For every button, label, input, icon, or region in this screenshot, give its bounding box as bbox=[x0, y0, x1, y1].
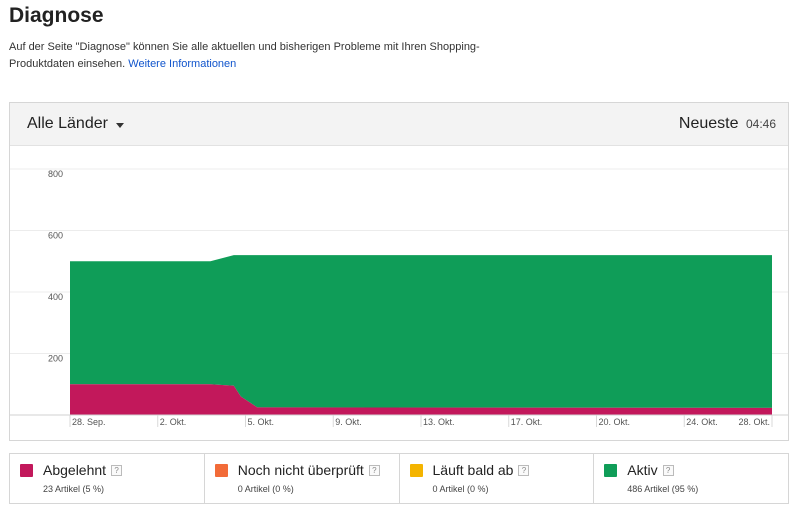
chart-card-header: Alle Länder Neueste 04:46 bbox=[10, 103, 788, 146]
more-info-link[interactable]: Weitere Informationen bbox=[128, 58, 237, 70]
y-tick-label: 400 bbox=[48, 292, 63, 302]
legend-count: 0 Artikel (0 %) bbox=[237, 484, 294, 494]
legend-count: 23 Artikel (5 %) bbox=[43, 484, 105, 494]
latest-update: Neueste 04:46 bbox=[679, 115, 776, 133]
help-icon[interactable]: ? bbox=[111, 464, 123, 476]
y-tick-label: 600 bbox=[48, 231, 63, 241]
legend-label: Abgelehnt bbox=[43, 462, 107, 478]
legend-label: Aktiv bbox=[627, 462, 658, 478]
expiring-swatch bbox=[409, 463, 423, 477]
x-tick-label: 28. Sep. bbox=[72, 417, 106, 427]
legend-item-pending[interactable]: Noch nicht überprüft ? 0 Artikel (0 %) bbox=[205, 454, 400, 503]
y-tick-label: 800 bbox=[48, 169, 63, 179]
chart-legend: Abgelehnt ? 23 Artikel (5 %) Noch nicht … bbox=[9, 453, 789, 504]
page-title: Diagnose bbox=[9, 4, 104, 27]
legend-item-expiring[interactable]: Läuft bald ab ? 0 Artikel (0 %) bbox=[400, 454, 595, 503]
legend-label: Noch nicht überprüft bbox=[237, 462, 364, 478]
x-tick-label: 5. Okt. bbox=[248, 417, 275, 427]
country-filter-dropdown[interactable]: Alle Länder bbox=[27, 115, 124, 133]
area-chart: 200 400 600 800 28. Sep. 2. Okt. 5. Okt. 9. Okt… bbox=[10, 168, 788, 427]
chevron-down-icon bbox=[115, 122, 124, 128]
country-filter-label: Alle Länder bbox=[27, 115, 108, 132]
help-icon[interactable]: ? bbox=[662, 464, 674, 476]
latest-time: 04:46 bbox=[745, 117, 776, 131]
legend-count: 0 Artikel (0 %) bbox=[432, 484, 489, 494]
description-text: Auf der Seite "Diagnose" können Sie alle… bbox=[9, 41, 480, 70]
legend-item-active[interactable]: Aktiv ? 486 Artikel (95 %) bbox=[594, 454, 788, 503]
help-icon[interactable]: ? bbox=[518, 464, 530, 476]
diagnose-chart-card: Alle Länder Neueste 04:46 200 400 600 800 28… bbox=[9, 102, 789, 441]
page-description: Auf der Seite "Diagnose" können Sie alle… bbox=[9, 39, 499, 73]
rejected-swatch bbox=[20, 463, 33, 477]
help-icon[interactable]: ? bbox=[368, 464, 380, 476]
legend-label: Läuft bald ab bbox=[432, 462, 514, 478]
series-area-abgelehnt bbox=[70, 384, 772, 415]
legend-count: 486 Artikel (95 %) bbox=[627, 484, 699, 494]
latest-label: Neueste bbox=[678, 115, 739, 132]
x-tick-label: 13. Okt. bbox=[423, 417, 455, 427]
y-tick-label: 200 bbox=[48, 354, 63, 364]
x-tick-label: 28. Okt. bbox=[738, 417, 770, 427]
x-tick-label: 20. Okt. bbox=[599, 417, 631, 427]
x-tick-label: 2. Okt. bbox=[160, 417, 187, 427]
active-swatch bbox=[604, 463, 618, 477]
x-tick-label: 9. Okt. bbox=[335, 417, 362, 427]
x-tick-label: 24. Okt. bbox=[686, 417, 718, 427]
pending-swatch bbox=[214, 463, 228, 477]
x-tick-label: 17. Okt. bbox=[511, 417, 543, 427]
series-area-aktiv bbox=[70, 255, 772, 408]
legend-item-rejected[interactable]: Abgelehnt ? 23 Artikel (5 %) bbox=[10, 454, 205, 503]
